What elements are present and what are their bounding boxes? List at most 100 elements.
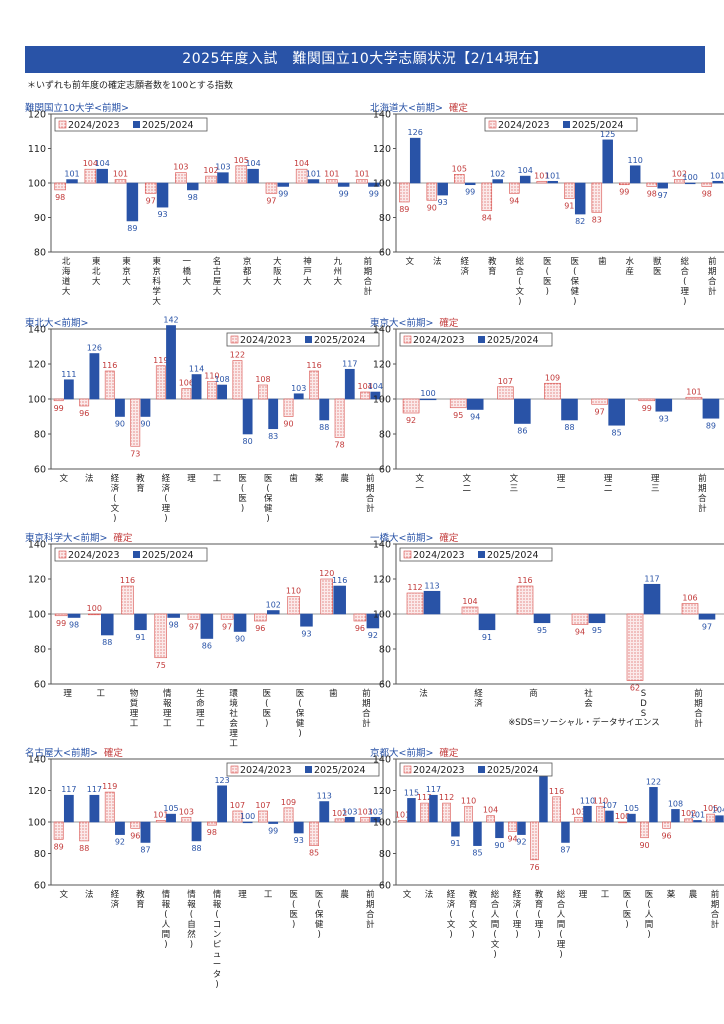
category-label: 法	[425, 889, 434, 900]
data-label: 92	[115, 838, 125, 847]
bar-2024-2023	[508, 821, 517, 832]
category-label: 大阪大	[273, 256, 282, 287]
bar-2024-2023	[464, 805, 473, 823]
bar-2024-2023	[258, 384, 268, 400]
bar-2025-2024	[156, 182, 169, 208]
legend-swatch-b	[478, 336, 485, 343]
data-label: 96	[355, 624, 365, 633]
bar-2024-2023	[154, 613, 168, 659]
bar-2025-2024	[89, 794, 100, 823]
data-label: 115	[404, 788, 419, 797]
category-label: 教育	[136, 889, 145, 910]
data-label: 113	[317, 792, 332, 801]
legend-label-a: 2024/2023	[68, 550, 120, 561]
category-label: 医(保健)	[264, 474, 273, 524]
bar-2025-2024	[134, 613, 147, 631]
data-label: 98	[69, 621, 79, 630]
data-label: 83	[592, 215, 602, 224]
y-tick-label: 120	[373, 360, 391, 371]
category-label: 情報理工	[163, 688, 172, 729]
data-label: 101	[113, 170, 128, 179]
data-label: 97	[146, 196, 156, 205]
bar-2024-2023	[334, 818, 345, 823]
bar-2025-2024	[337, 182, 350, 187]
data-label: 92	[516, 838, 526, 847]
data-label: 123	[214, 776, 229, 785]
data-label: 101	[64, 170, 79, 179]
data-label: 99	[268, 827, 278, 836]
data-label: 103	[357, 807, 372, 816]
bar-2024-2023	[638, 398, 656, 402]
y-tick-label: 140	[28, 540, 46, 551]
category-label: 法	[85, 473, 94, 484]
legend-label-a: 2024/2023	[413, 765, 465, 776]
category-label: 総合(文)	[515, 256, 524, 307]
bar-2025-2024	[451, 821, 460, 837]
bar-2024-2023	[235, 165, 247, 184]
data-label: 98	[188, 193, 198, 202]
bar-2024-2023	[79, 821, 90, 842]
category-label: 医(医)	[623, 890, 632, 930]
bar-2025-2024	[712, 180, 723, 184]
data-label: 78	[335, 441, 345, 450]
data-label: 110	[286, 587, 301, 596]
legend: 2024/2023 2025/2024	[399, 332, 553, 347]
y-tick-label: 80	[34, 430, 46, 441]
y-tick-label: 140	[28, 755, 46, 766]
bar-2025-2024	[684, 182, 696, 185]
bar-2025-2024	[217, 785, 227, 823]
data-label: 104	[518, 166, 533, 175]
category-label: 情報(自然)	[187, 889, 196, 950]
bar-2025-2024	[671, 809, 680, 823]
bar-2024-2023	[207, 821, 217, 826]
data-label: 103	[173, 163, 188, 172]
bar-2024-2023	[681, 603, 699, 615]
data-label: 107	[602, 801, 617, 810]
bar-2025-2024	[268, 398, 279, 430]
category-label: 経済	[111, 889, 120, 910]
data-label: 93	[301, 629, 311, 638]
data-label: 110	[461, 796, 476, 805]
bar-2024-2023	[54, 613, 68, 617]
bar-2024-2023	[360, 391, 371, 400]
category-label: 歯	[598, 256, 607, 267]
data-label: 93	[438, 198, 448, 207]
data-label: 101	[306, 170, 321, 179]
category-label: 理	[187, 474, 196, 484]
data-label: 117	[426, 785, 441, 794]
data-label: 99	[369, 189, 379, 198]
y-tick-label: 80	[379, 430, 391, 441]
data-label: 101	[545, 171, 560, 180]
data-label: 109	[281, 798, 296, 807]
bar-2024-2023	[516, 585, 534, 615]
bar-2025-2024	[693, 820, 702, 823]
bar-2025-2024	[547, 180, 558, 184]
legend-label-b: 2025/2024	[487, 765, 539, 776]
data-label: 102	[681, 809, 696, 818]
data-label: 88	[564, 423, 574, 432]
data-label: 88	[191, 844, 201, 853]
y-tick-label: 140	[373, 325, 391, 336]
data-label: 116	[332, 576, 347, 585]
bar-2025-2024	[473, 821, 482, 846]
bar-2024-2023	[114, 179, 127, 184]
category-label: 水産	[625, 256, 634, 277]
y-tick-label: 110	[28, 144, 46, 155]
data-label: 103	[571, 807, 586, 816]
category-label: 教育	[136, 473, 145, 494]
bar-2025-2024	[464, 182, 476, 186]
legend-label-a: 2024/2023	[498, 120, 550, 131]
legend-swatch-b	[478, 766, 485, 773]
chart-title-text: 東京大<前期>	[370, 318, 434, 329]
bar-2025-2024	[319, 398, 330, 421]
bar-2025-2024	[539, 772, 548, 823]
bar-2024-2023	[356, 179, 368, 184]
bar-2025-2024	[140, 398, 151, 417]
data-label: 109	[545, 373, 560, 382]
chart-title: 東京科学大<前期> 確定	[25, 530, 132, 544]
bar-2024-2023	[360, 816, 371, 823]
category-label: 農	[340, 473, 349, 484]
bar-2024-2023	[254, 613, 267, 622]
data-label: 91	[564, 202, 574, 211]
